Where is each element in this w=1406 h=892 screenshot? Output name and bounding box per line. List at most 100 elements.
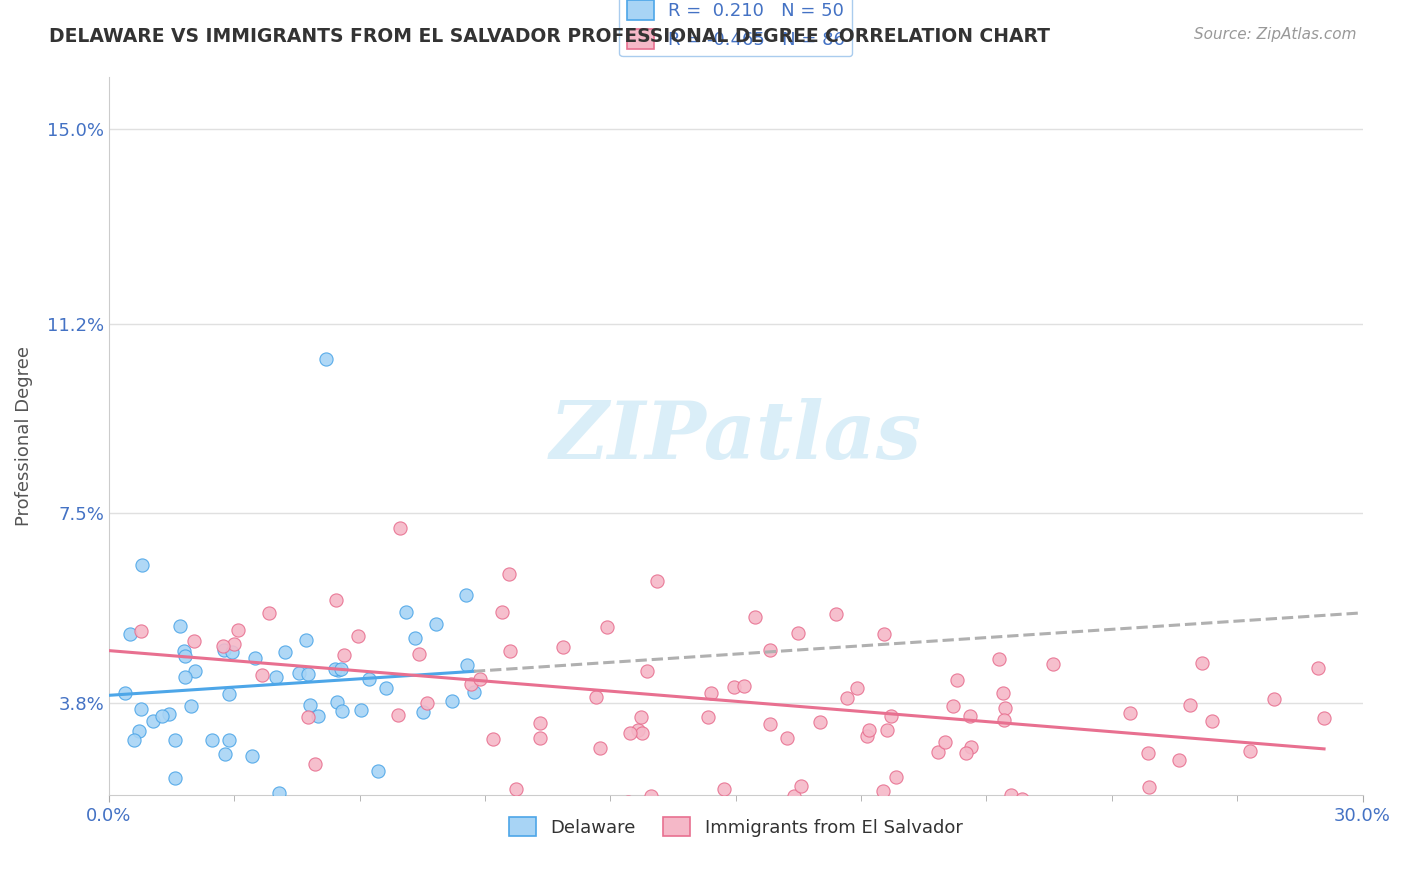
Point bbox=[596, 620, 619, 634]
Point bbox=[222, 637, 245, 651]
Point bbox=[169, 619, 191, 633]
Point bbox=[636, 664, 658, 678]
Point bbox=[412, 705, 434, 719]
Point bbox=[330, 704, 353, 718]
Point bbox=[1313, 711, 1336, 725]
Point bbox=[307, 708, 329, 723]
Point bbox=[395, 605, 418, 619]
Point bbox=[326, 695, 349, 709]
Point bbox=[759, 717, 782, 731]
Point bbox=[499, 643, 522, 657]
Point bbox=[713, 781, 735, 796]
Point bbox=[783, 789, 806, 803]
Point bbox=[114, 685, 136, 699]
Point bbox=[481, 731, 503, 746]
Point bbox=[295, 632, 318, 647]
Point bbox=[416, 696, 439, 710]
Point bbox=[128, 723, 150, 738]
Point bbox=[988, 652, 1011, 666]
Point bbox=[274, 645, 297, 659]
Point bbox=[630, 709, 652, 723]
Point bbox=[226, 623, 249, 637]
Point bbox=[645, 574, 668, 588]
Point bbox=[218, 733, 240, 747]
Point bbox=[993, 714, 1015, 728]
Point bbox=[627, 723, 650, 738]
Point bbox=[1263, 692, 1285, 706]
Point bbox=[808, 714, 831, 729]
Point bbox=[505, 781, 527, 796]
Point bbox=[955, 747, 977, 761]
Point bbox=[142, 714, 165, 728]
Point bbox=[297, 710, 319, 724]
Point bbox=[1191, 656, 1213, 670]
Point bbox=[184, 664, 207, 678]
Point bbox=[589, 741, 612, 756]
Point bbox=[1000, 788, 1022, 802]
Point bbox=[585, 690, 607, 704]
Point bbox=[323, 662, 346, 676]
Point bbox=[264, 670, 287, 684]
Point bbox=[357, 673, 380, 687]
Point bbox=[616, 795, 638, 809]
Point bbox=[288, 666, 311, 681]
Point bbox=[994, 700, 1017, 714]
Point bbox=[315, 352, 337, 367]
Point bbox=[367, 764, 389, 779]
Point bbox=[876, 723, 898, 737]
Point bbox=[297, 666, 319, 681]
Point bbox=[991, 686, 1014, 700]
Point bbox=[825, 607, 848, 621]
Text: ZIPatlas: ZIPatlas bbox=[550, 398, 922, 475]
Point bbox=[640, 789, 662, 803]
Point bbox=[163, 771, 186, 785]
Point bbox=[460, 676, 482, 690]
Point bbox=[873, 627, 896, 641]
Point bbox=[1137, 780, 1160, 794]
Point bbox=[456, 658, 478, 673]
Point bbox=[1119, 706, 1142, 720]
Point bbox=[440, 694, 463, 708]
Point bbox=[214, 642, 236, 657]
Point bbox=[329, 662, 352, 676]
Point bbox=[180, 698, 202, 713]
Point bbox=[529, 716, 551, 731]
Point bbox=[1137, 746, 1160, 760]
Point bbox=[129, 702, 152, 716]
Point bbox=[942, 698, 965, 713]
Point bbox=[946, 673, 969, 687]
Point bbox=[856, 729, 879, 743]
Point bbox=[619, 726, 641, 740]
Point bbox=[463, 685, 485, 699]
Point bbox=[163, 732, 186, 747]
Point bbox=[269, 786, 291, 800]
Legend: Delaware, Immigrants from El Salvador: Delaware, Immigrants from El Salvador bbox=[502, 809, 970, 844]
Point bbox=[243, 651, 266, 665]
Point bbox=[733, 679, 755, 693]
Point bbox=[214, 747, 236, 761]
Point bbox=[697, 710, 720, 724]
Point bbox=[1167, 753, 1189, 767]
Point bbox=[252, 668, 274, 682]
Point bbox=[333, 648, 356, 662]
Point bbox=[858, 723, 880, 737]
Point bbox=[700, 686, 723, 700]
Point bbox=[218, 687, 240, 701]
Point bbox=[212, 639, 235, 653]
Point bbox=[221, 645, 243, 659]
Point bbox=[375, 681, 398, 695]
Point bbox=[304, 757, 326, 772]
Point bbox=[1011, 792, 1033, 806]
Point bbox=[846, 681, 869, 696]
Point bbox=[425, 617, 447, 632]
Point bbox=[299, 698, 322, 713]
Point bbox=[775, 731, 797, 745]
Point bbox=[129, 624, 152, 639]
Point bbox=[456, 589, 478, 603]
Point bbox=[529, 731, 551, 745]
Point bbox=[884, 770, 907, 784]
Point bbox=[630, 726, 652, 740]
Point bbox=[468, 672, 491, 686]
Point bbox=[118, 627, 141, 641]
Point bbox=[408, 647, 430, 661]
